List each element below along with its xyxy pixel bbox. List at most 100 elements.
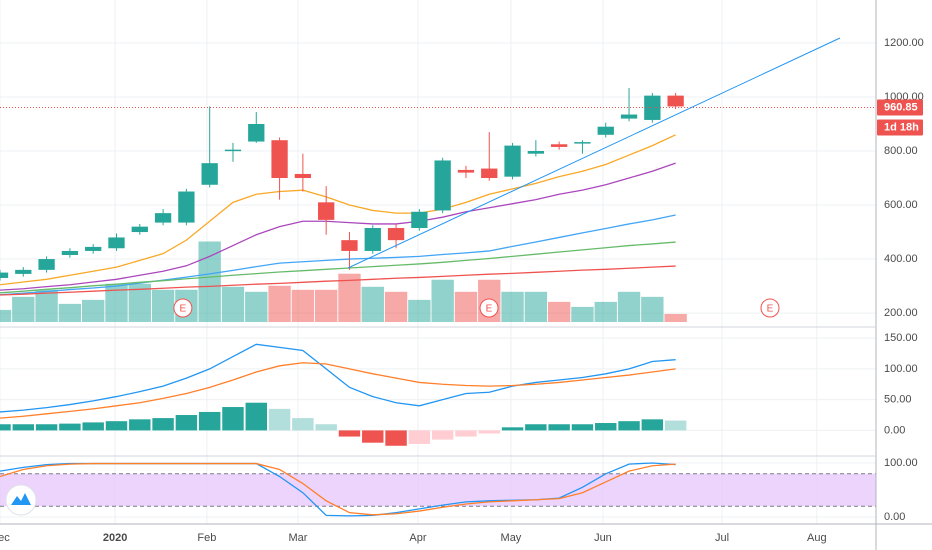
last-price-label: 960.85 [884,101,918,113]
event-marker [760,298,780,318]
candle-body [341,240,358,251]
candle-body [85,246,102,251]
histogram-bar [548,424,570,431]
indicator-line [0,134,676,286]
volume-bar [82,299,105,322]
candle-body [108,237,125,249]
candle-body [411,211,428,228]
indicator-line [0,162,676,291]
candle-body [620,114,638,119]
y-tick-label: 100.00 [884,457,918,469]
candle-body [527,151,545,154]
histogram-bar [525,424,547,431]
histogram-bar [595,423,617,431]
histogram-bar [175,415,198,431]
countdown-label: 1d 18h [884,121,919,133]
y-tick-label: 600.00 [884,199,918,211]
band-fill [0,473,876,507]
volume-bar [547,301,571,322]
x-tick-label: Apr [409,532,426,544]
volume-bar [594,301,617,322]
x-tick-label: Mar [289,532,308,544]
y-tick-label: 800.00 [884,145,918,157]
histogram-bar [501,427,524,431]
trend-line [347,37,841,269]
candle-body [481,168,498,179]
volume-bar [151,289,175,322]
event-marker [479,298,499,318]
candle-body [667,95,684,107]
histogram-bar [82,422,104,431]
histogram-bar [0,424,11,431]
volume-bar [524,291,548,322]
candle-body [61,250,79,256]
volume-bar [571,306,594,322]
indicator-line [0,241,676,294]
volume-bar [338,273,361,322]
histogram-bar [338,430,361,437]
histogram-bar [245,402,267,431]
volume-bar [221,286,245,322]
volume-bar [268,285,291,322]
histogram-bar [152,418,174,431]
indicator-line [0,343,676,413]
volume-bar [291,289,315,322]
volume-bar [431,279,454,322]
y-tick-label: 200.00 [884,307,918,319]
histogram-bar [641,419,664,431]
grid-layer [0,0,876,524]
candle-body [644,95,661,120]
volume-bar [245,291,268,322]
indicator-line [0,462,676,516]
volume-bar [314,289,338,322]
histogram-bar [408,430,431,444]
candle-body [201,163,218,185]
x-tick-label: Feb [197,532,216,544]
y-tick-label: 400.00 [884,253,918,265]
histogram-bar [431,430,454,440]
y-tick-label: 0.00 [884,424,905,436]
x-tick-label: May [501,532,522,544]
histogram-bar [129,419,151,431]
histogram-bar [618,421,640,431]
candle-body [178,191,195,223]
indicator-line [0,214,676,296]
volume-bar [35,289,58,322]
volume-bar [12,296,35,322]
candle-body [224,149,242,152]
indicator-line [0,265,676,296]
x-tick-label: Aug [807,532,827,544]
y-tick-label: 150.00 [884,332,918,344]
axis-layer: Dec 2020 Feb Mar Apr May Jun Jul Aug 200.00 400.00… [0,37,924,544]
candle-body [0,272,9,278]
histogram-bar [315,424,337,431]
histogram-bar [198,411,221,431]
event-marker [173,298,193,318]
y-tick-label: 0.00 [884,511,905,523]
event-label: E [486,304,493,315]
histogram-bar [664,420,687,431]
histogram-bar [222,407,244,431]
candle-body [271,140,288,179]
candle-body [248,123,265,142]
countdown-box [877,119,923,136]
volume-bar [58,303,82,322]
volume-bar [128,283,151,322]
volume-bar [501,291,524,322]
y-tick-label: 1200.00 [884,37,924,49]
logo[interactable] [5,484,37,516]
volume-bar [617,291,641,322]
volume-bar [384,291,408,322]
x-tick-label: Dec [0,532,10,544]
candle-body [38,259,55,270]
x-tick-label: 2020 [103,532,127,544]
y-tick-label: 100.00 [884,363,918,375]
candle-body [387,227,405,241]
x-tick-label: Jun [594,532,612,544]
histogram-bar [385,430,407,446]
indicator-line [0,362,676,419]
volume-bar [0,309,12,322]
